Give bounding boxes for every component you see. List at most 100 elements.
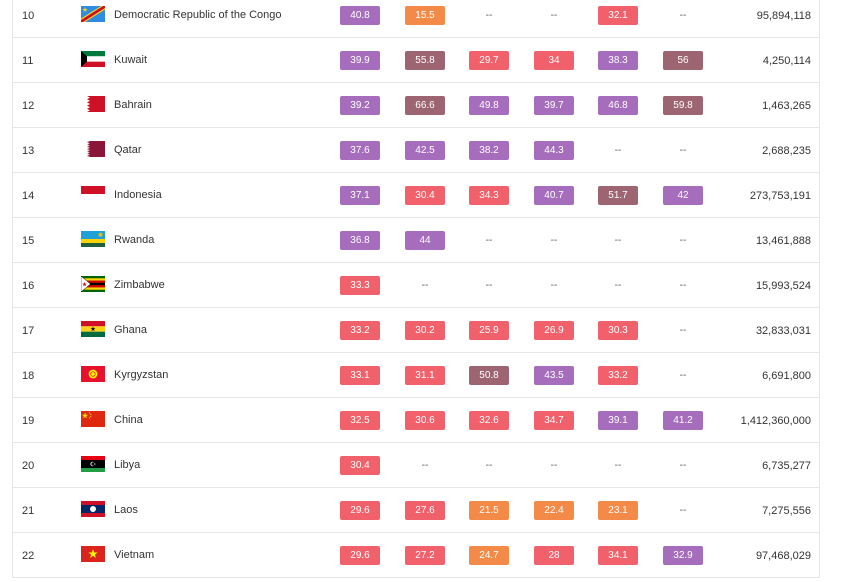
score-badge: 50.8 (469, 366, 509, 385)
value-cell: -- (534, 456, 574, 475)
value-cell: 30.4 (340, 456, 380, 475)
value-cell: 41.2 (663, 411, 703, 430)
no-data-dash: -- (679, 370, 687, 381)
score-badge: 36.8 (340, 231, 380, 250)
population-cell: 7,275,556 (762, 505, 811, 517)
population-cell: 32,833,031 (755, 325, 811, 337)
score-badge: 55.8 (405, 51, 445, 70)
score-badge: 15.5 (405, 6, 445, 25)
value-cell: 34.3 (469, 186, 509, 205)
value-cell: -- (469, 456, 509, 475)
score-badge: 32.6 (469, 411, 509, 430)
score-badge: 31.1 (405, 366, 445, 385)
value-cell: 39.2 (340, 96, 380, 115)
population-cell: 97,468,029 (755, 550, 811, 562)
value-cell: 34 (534, 51, 574, 70)
population-cell: 6,735,277 (762, 460, 811, 472)
rank-cell: 16 (22, 280, 35, 292)
value-cell: -- (598, 141, 638, 160)
no-data-dash: -- (485, 280, 493, 291)
value-cell: -- (663, 141, 703, 160)
value-cell: 29.6 (340, 501, 380, 520)
flag-laos-icon (81, 501, 105, 517)
value-cell: 29.6 (340, 546, 380, 565)
no-data-dash: -- (679, 10, 687, 21)
population-cell: 15,993,524 (755, 280, 811, 292)
score-badge: 44.3 (534, 141, 574, 160)
rank-cell: 14 (22, 190, 35, 202)
population-cell: 6,691,800 (762, 370, 811, 382)
flag-china-icon (81, 411, 105, 427)
table-row: 19 China 32.5 30.6 32.6 34.7 39.1 41.2 1… (13, 398, 819, 443)
value-cell: -- (469, 6, 509, 25)
score-badge: 25.9 (469, 321, 509, 340)
table-row: 17 Ghana 33.2 30.2 25.9 26.9 30.3 -- 32,… (13, 308, 819, 353)
value-cell: 33.2 (340, 321, 380, 340)
value-cell: 49.8 (469, 96, 509, 115)
value-cell: -- (534, 6, 574, 25)
score-badge: 23.1 (598, 501, 638, 520)
value-cell: 39.9 (340, 51, 380, 70)
country-name: Laos (114, 504, 138, 516)
value-cell: 51.7 (598, 186, 638, 205)
country-name: Qatar (114, 144, 142, 156)
population-cell: 4,250,114 (762, 55, 811, 67)
no-data-dash: -- (679, 325, 687, 336)
value-cell: 30.3 (598, 321, 638, 340)
score-badge: 29.7 (469, 51, 509, 70)
no-data-dash: -- (679, 235, 687, 246)
value-cell: 30.2 (405, 321, 445, 340)
value-cell: 34.7 (534, 411, 574, 430)
value-cell: 37.1 (340, 186, 380, 205)
flag-kuwait-icon (81, 51, 105, 67)
value-cell: 44.3 (534, 141, 574, 160)
value-cell: 21.5 (469, 501, 509, 520)
flag-kyrgyzstan-icon (81, 366, 105, 382)
score-badge: 39.2 (340, 96, 380, 115)
no-data-dash: -- (421, 460, 429, 471)
score-badge: 33.2 (340, 321, 380, 340)
value-cell: 42.5 (405, 141, 445, 160)
flag-rwanda-icon (81, 231, 105, 247)
population-cell: 2,688,235 (762, 145, 811, 157)
value-cell: 44 (405, 231, 445, 250)
table-row: 21 Laos 29.6 27.6 21.5 22.4 23.1 -- 7,27… (13, 488, 819, 533)
score-badge: 26.9 (534, 321, 574, 340)
value-cell: 38.2 (469, 141, 509, 160)
score-badge: 59.8 (663, 96, 703, 115)
score-badge: 30.4 (340, 456, 380, 475)
value-cell: -- (663, 321, 703, 340)
flag-indonesia-icon (81, 186, 105, 202)
score-badge: 39.9 (340, 51, 380, 70)
flag-qatar-icon (81, 141, 105, 157)
score-badge: 49.8 (469, 96, 509, 115)
score-badge: 32.5 (340, 411, 380, 430)
score-badge: 38.3 (598, 51, 638, 70)
value-cell: -- (663, 6, 703, 25)
score-badge: 46.8 (598, 96, 638, 115)
country-name: Libya (114, 459, 141, 471)
value-cell: 42 (663, 186, 703, 205)
value-cell: -- (469, 231, 509, 250)
score-badge: 34.1 (598, 546, 638, 565)
value-cell: 32.9 (663, 546, 703, 565)
no-data-dash: -- (550, 280, 558, 291)
score-badge: 37.6 (340, 141, 380, 160)
score-badge: 44 (405, 231, 445, 250)
value-cell: 32.6 (469, 411, 509, 430)
score-badge: 32.9 (663, 546, 703, 565)
score-badge: 30.4 (405, 186, 445, 205)
value-cell: 25.9 (469, 321, 509, 340)
score-badge: 42.5 (405, 141, 445, 160)
rank-cell: 19 (22, 415, 35, 427)
value-cell: 40.8 (340, 6, 380, 25)
no-data-dash: -- (679, 505, 687, 516)
no-data-dash: -- (550, 235, 558, 246)
rank-cell: 12 (22, 100, 35, 112)
value-cell: 24.7 (469, 546, 509, 565)
value-cell: 43.5 (534, 366, 574, 385)
score-badge: 30.3 (598, 321, 638, 340)
no-data-dash: -- (679, 280, 687, 291)
score-badge: 30.2 (405, 321, 445, 340)
table-row: 13 Qatar 37.6 42.5 38.2 44.3 -- -- 2,688… (13, 128, 819, 173)
